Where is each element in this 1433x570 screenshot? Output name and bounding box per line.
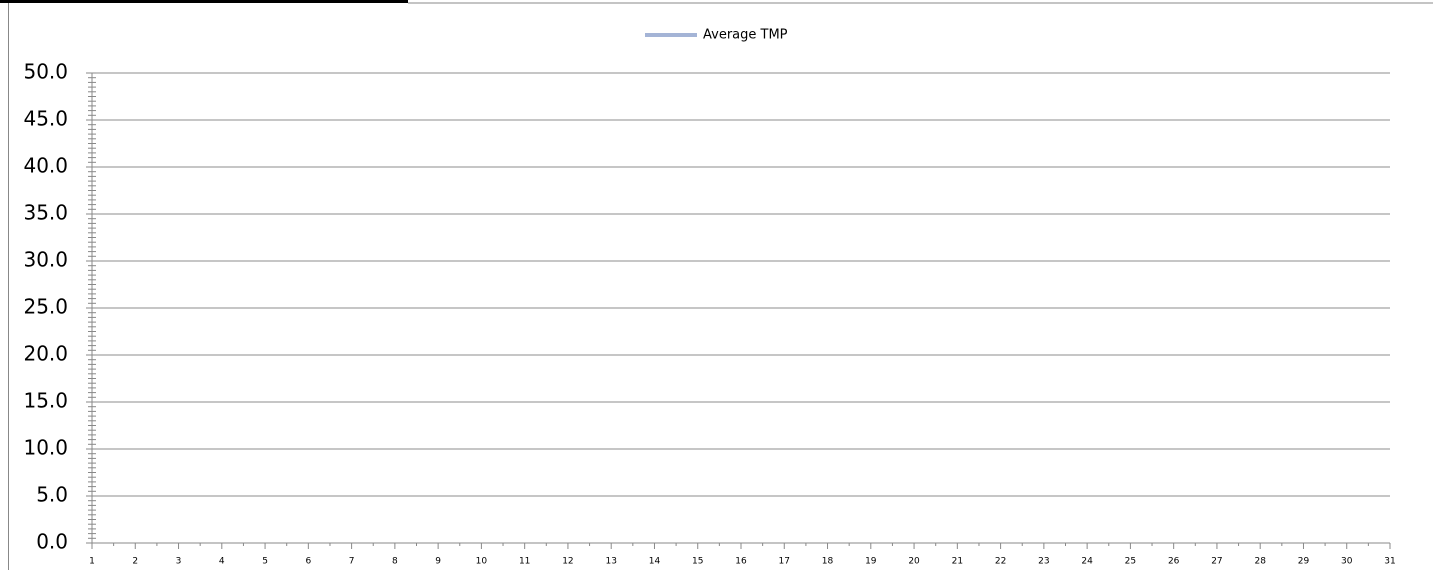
legend-label: Average TMP [703, 28, 788, 43]
x-tick-label: 31 [1384, 557, 1395, 567]
y-tick-label: 25.0 [23, 295, 68, 319]
x-tick-label: 14 [649, 557, 661, 567]
y-tick-label: 15.0 [23, 389, 68, 413]
x-tick-label: 17 [779, 557, 790, 567]
y-tick-label: 0.0 [36, 530, 68, 554]
x-tick-label: 30 [1341, 557, 1353, 567]
x-tick-label: 10 [476, 557, 488, 567]
x-tick-label: 15 [692, 557, 703, 567]
x-tick-label: 5 [262, 557, 268, 567]
x-tick-label: 3 [176, 557, 182, 567]
x-tick-label: 27 [1211, 557, 1222, 567]
x-tick-label: 1 [89, 557, 95, 567]
y-tick-label: 30.0 [23, 248, 68, 272]
x-tick-label: 19 [865, 557, 877, 567]
x-tick-label: 8 [392, 557, 398, 567]
y-tick-label: 5.0 [36, 483, 68, 507]
x-tick-label: 22 [995, 557, 1006, 567]
y-tick-label: 50.0 [23, 60, 68, 84]
x-tick-label: 20 [908, 557, 920, 567]
x-tick-label: 18 [822, 557, 834, 567]
x-tick-label: 9 [435, 557, 441, 567]
x-tick-label: 7 [349, 557, 355, 567]
y-tick-label: 10.0 [23, 436, 68, 460]
y-tick-label: 20.0 [23, 342, 68, 366]
x-tick-label: 23 [1038, 557, 1049, 567]
x-tick-label: 12 [562, 557, 573, 567]
x-tick-label: 29 [1298, 557, 1310, 567]
top-bar [0, 0, 408, 3]
x-tick-label: 26 [1168, 557, 1180, 567]
x-tick-label: 13 [605, 557, 616, 567]
x-tick-label: 6 [305, 557, 311, 567]
y-tick-label: 45.0 [23, 107, 68, 131]
x-tick-label: 24 [1081, 557, 1093, 567]
x-tick-label: 25 [1125, 557, 1136, 567]
x-tick-label: 28 [1254, 557, 1266, 567]
x-tick-label: 21 [952, 557, 963, 567]
y-tick-label: 40.0 [23, 154, 68, 178]
x-tick-label: 2 [132, 557, 138, 567]
x-tick-label: 4 [219, 557, 225, 567]
x-tick-label: 16 [735, 557, 747, 567]
x-tick-label: 11 [519, 557, 530, 567]
y-tick-label: 35.0 [23, 201, 68, 225]
